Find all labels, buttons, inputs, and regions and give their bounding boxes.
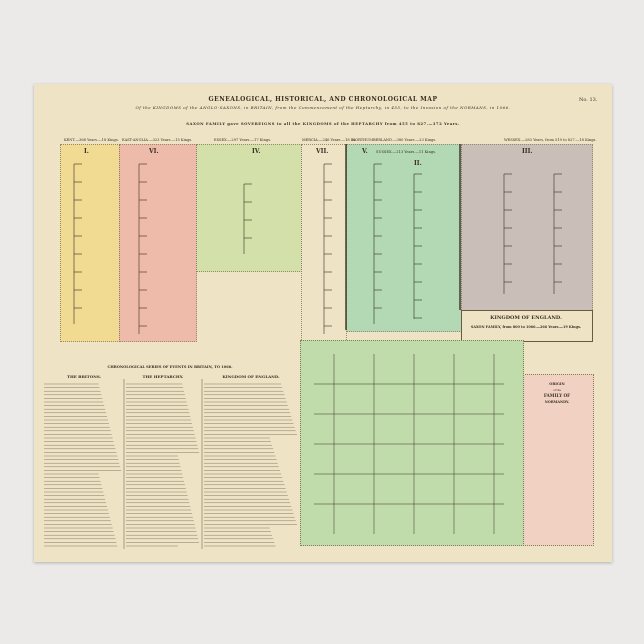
chronology-britons: THE BRITONS. [66,374,102,379]
kingdom-of-england-box [461,310,593,342]
numeral-sussex: II. [414,160,422,167]
normans-family: FAMILY OF [543,393,571,398]
numeral-east-anglia: VI. [149,148,159,155]
numeral-wessex: III. [522,148,533,155]
normans-origin: ORIGIN [549,382,565,386]
map-subtitle: Of the KINGDOMS of the ANGLO-SAXONS, in … [135,105,511,110]
plate-number: No. 13. [579,97,598,103]
genealogy-lines [44,144,562,549]
region-kent [60,144,120,342]
numeral-essex: IV. [252,148,261,155]
england-family: SAXON FAMILY, from 800 to 1066.—266 Year… [470,325,582,329]
heptarchy-header: SAXON FAMILY gave SOVEREIGNS to all the … [186,121,460,126]
numeral-northumberland: V. [362,148,368,155]
kingdom-label-northumberland: NORTHUMBERLAND.—380 Years.—23 Kings. [352,138,437,142]
kingdom-label-wessex: WESSEX.—283 Years, from 519 to 827.—18 K… [504,138,597,142]
normans-of: of the [552,388,562,392]
chronology-england: KINGDOM OF ENGLAND. [222,374,280,379]
kingdom-label-mercia: MERCIA.—246 Years.—18 Ks. [302,138,357,142]
region-wessex [461,144,593,312]
chronology-title: CHRONOLOGICAL SERIES OF EVENTS IN BRITAI… [107,365,233,369]
chronology-heptarchy: THE HEPTARCHY. [142,374,184,379]
map-sheet: GENEALOGICAL, HISTORICAL, AND CHRONOLOGI… [34,84,612,562]
normans-normandy: NORMANDY. [544,400,570,404]
kingdom-label-essex: ESSEX.—297 Years.—17 Kings. [214,138,272,142]
region-east-anglia [119,144,197,342]
numeral-kent: I. [84,148,89,155]
numeral-mercia: VII. [316,148,329,155]
kingdom-label-sussex: SUSSEX.—213 Years.—11 Kings. [376,150,437,154]
region-england-lineage [300,340,524,546]
england-title: KINGDOM OF ENGLAND. [490,315,562,321]
region-normandy [522,374,594,546]
kingdom-label-kent: KENT.—368 Years.—18 Kings. [64,138,119,142]
kingdom-label-east-anglia: EAST-ANGLIA.—323 Years.—15 Kings. [122,138,193,142]
map-title: GENEALOGICAL, HISTORICAL, AND CHRONOLOGI… [208,96,438,103]
